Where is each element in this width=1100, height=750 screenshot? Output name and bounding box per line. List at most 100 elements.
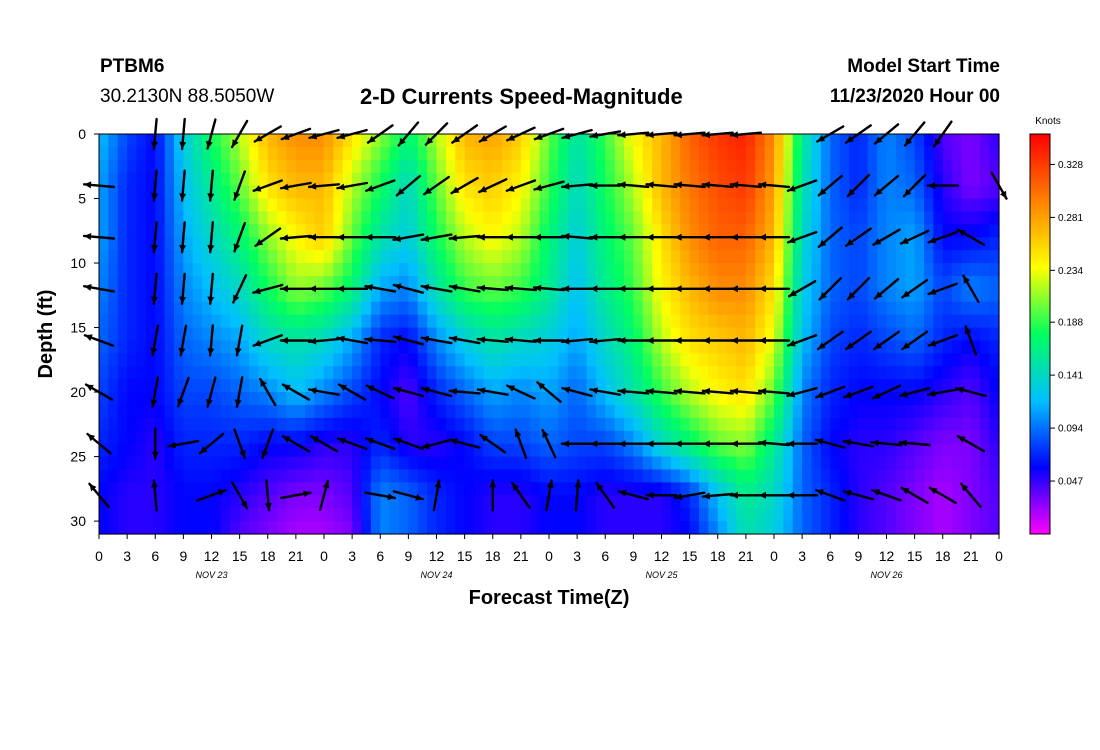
heatmap-cell: [539, 366, 550, 380]
heatmap-cell: [267, 288, 278, 303]
heatmap-cell: [314, 456, 325, 471]
heatmap-cell: [183, 134, 194, 148]
heatmap-cell: [924, 482, 934, 496]
heatmap-cell: [427, 134, 438, 148]
heatmap-cell: [286, 288, 297, 303]
heatmap-cell: [820, 521, 831, 535]
x-tick-label: 0: [95, 548, 103, 564]
heatmap-cell: [792, 146, 803, 161]
heatmap-cell: [333, 134, 344, 148]
heatmap-cell: [624, 379, 634, 393]
heatmap-cell: [436, 146, 447, 161]
heatmap-cell: [483, 159, 494, 174]
heatmap-cell: [511, 392, 522, 406]
heatmap-cell: [717, 340, 728, 354]
heatmap-cell: [689, 443, 700, 458]
heatmap-cell: [530, 314, 541, 329]
heatmap-cell: [905, 224, 916, 238]
heatmap-cell: [774, 495, 784, 509]
heatmap-cell: [408, 340, 419, 354]
heatmap-cell: [877, 237, 888, 251]
heatmap-cell: [877, 379, 888, 393]
heatmap-cell: [914, 314, 925, 329]
current-vector: [960, 482, 982, 508]
heatmap-cell: [895, 430, 906, 445]
heatmap-cell: [774, 237, 784, 251]
heatmap-cell: [502, 469, 513, 483]
heatmap-cell: [183, 146, 194, 161]
heatmap-cell: [352, 134, 363, 148]
heatmap-cell: [164, 327, 175, 342]
heatmap-cell: [295, 146, 306, 161]
heatmap-cell: [549, 275, 559, 290]
heatmap-cell: [502, 353, 513, 367]
heatmap-cell: [961, 288, 972, 303]
heatmap-cell: [352, 159, 363, 174]
heatmap-cell: [989, 417, 1000, 432]
heatmap-cell: [174, 353, 184, 367]
heatmap-cell: [445, 159, 456, 174]
heatmap-cell: [849, 172, 859, 187]
heatmap-cell: [520, 508, 531, 522]
heatmap-cell: [839, 392, 850, 406]
heatmap-cell: [108, 211, 119, 225]
heatmap-cell: [502, 417, 513, 432]
heatmap-cell: [277, 443, 288, 458]
heatmap-cell: [961, 314, 972, 329]
heatmap-cell: [342, 172, 353, 187]
heatmap-cell: [877, 288, 888, 303]
heatmap-cell: [202, 456, 213, 471]
heatmap-cell: [924, 288, 934, 303]
heatmap-cell: [680, 159, 691, 174]
heatmap-cell: [624, 456, 634, 471]
heatmap-cell: [764, 456, 775, 471]
heatmap-cell: [745, 301, 756, 316]
heatmap-cell: [586, 482, 597, 496]
heatmap-cell: [708, 417, 719, 432]
heatmap-cell: [258, 469, 269, 483]
x-tick-label: 12: [204, 548, 220, 564]
heatmap-cell: [942, 288, 953, 303]
heatmap-cell: [567, 146, 578, 161]
heatmap-cell: [595, 366, 606, 380]
current-vector: [279, 285, 313, 293]
heatmap-cell: [558, 263, 569, 277]
heatmap-cell: [952, 392, 963, 406]
heatmap-cell: [961, 417, 972, 432]
heatmap-cell: [333, 482, 344, 496]
heatmap-cell: [99, 430, 109, 445]
heatmap-cell: [370, 301, 381, 316]
heatmap-cell: [708, 366, 719, 380]
heatmap-cell: [192, 288, 203, 303]
heatmap-cell: [99, 443, 109, 458]
heatmap-cell: [389, 250, 400, 264]
heatmap-cell: [399, 211, 409, 225]
heatmap-cell: [792, 353, 803, 367]
heatmap-cell: [839, 469, 850, 483]
heatmap-cell: [839, 288, 850, 303]
heatmap-cell: [680, 443, 691, 458]
heatmap-cell: [980, 275, 991, 290]
heatmap-cell: [914, 392, 925, 406]
heatmap-cell: [305, 327, 316, 342]
heatmap-cell: [830, 185, 841, 200]
heatmap-cell: [230, 379, 241, 393]
heatmap-cell: [436, 134, 447, 148]
heatmap-cell: [117, 263, 128, 277]
heatmap-cell: [905, 469, 916, 483]
x-tick-label: 0: [545, 548, 553, 564]
heatmap-cell: [914, 521, 925, 535]
heatmap-cell: [849, 430, 859, 445]
current-vector: [505, 179, 537, 192]
heatmap-cell: [830, 521, 841, 535]
heatmap-cell: [924, 314, 934, 329]
heatmap-cell: [427, 379, 438, 393]
heatmap-cell: [239, 508, 250, 522]
heatmap-cell: [117, 495, 128, 509]
heatmap-cell: [492, 508, 503, 522]
current-vector: [645, 491, 678, 499]
heatmap-cell: [249, 430, 259, 445]
heatmap-cell: [670, 314, 681, 329]
heatmap-cell: [877, 250, 888, 264]
heatmap-cell: [220, 134, 231, 148]
